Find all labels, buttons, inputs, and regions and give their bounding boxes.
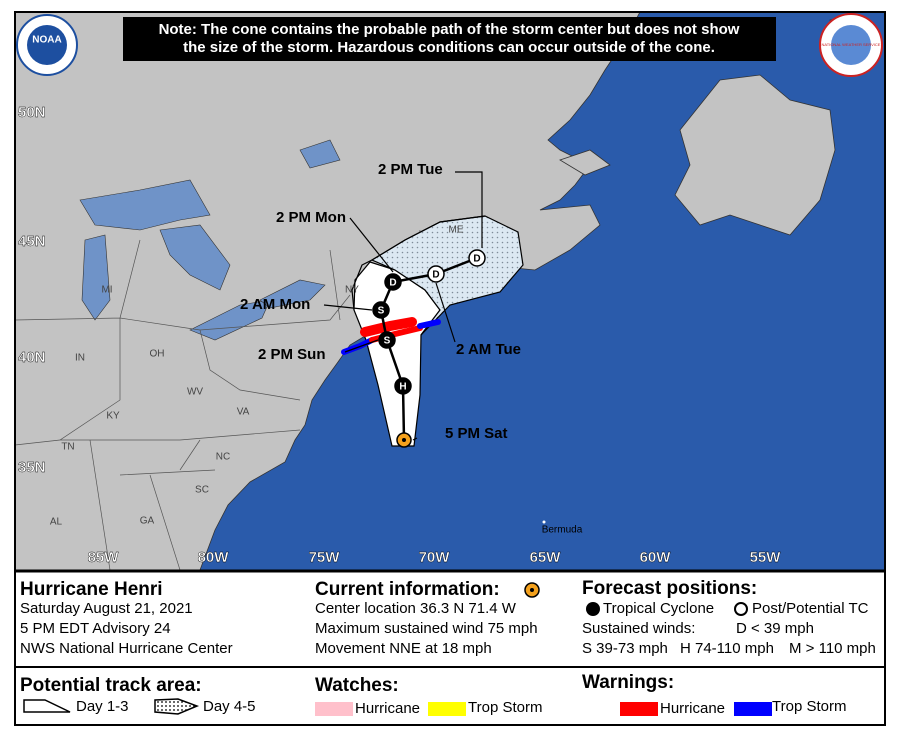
note-box [123,17,776,61]
label-leader [435,282,456,343]
longitude-label: 65W [530,549,562,566]
current-wind: Maximum sustained wind 75 mph [315,620,538,637]
legend: Hurricane Henri Saturday August 21, 2021… [20,578,876,717]
frame [14,11,886,726]
region-label: NY [345,285,359,296]
track-label: 2 PM Sun [258,346,326,363]
region-label: KY [106,411,120,422]
region-label: ME [449,225,464,236]
current-movement: Movement NNE at 18 mph [315,640,492,657]
track-point [378,331,396,349]
current-icon-dot [530,588,534,592]
track-point-letter: D [432,270,439,281]
track-point-letter: S [378,306,385,317]
longitude-label: 80W [198,549,230,566]
storm-source: NWS National Hurricane Center [20,640,233,657]
region-label: OH [150,349,165,360]
nws-logo: NATIONAL WEATHER SERVICE [819,13,883,77]
track-day45: Day 4-5 [203,698,256,715]
logo-text: NOAA [32,35,61,46]
day13-icon [23,699,71,713]
current-location: Center location 36.3 N 71.4 W [315,600,517,617]
logo-text: NATIONAL WEATHER SERVICE [822,42,881,47]
warn-hurricane: Hurricane [660,700,725,717]
note-line: Note: The cone contains the probable pat… [159,21,740,38]
longitude-label: 70W [419,549,451,566]
track-point [384,273,402,291]
longitude-label: 55W [750,549,782,566]
current-title: Current information: [315,579,500,600]
track-label: 2 PM Mon [276,209,346,226]
region-label: TN [61,442,74,453]
warnings-title: Warnings: [582,672,674,693]
region-label: AL [50,517,63,528]
day45-icon [154,698,200,715]
track-point [394,377,412,395]
track-label: 2 AM Mon [240,296,310,313]
winds-title: Sustained winds: [582,620,695,637]
region-label: SC [195,485,209,496]
latitude-label: 40N [18,349,46,366]
label-leader [344,339,379,353]
track-label: 2 PM Tue [378,161,443,178]
tropical-icon [586,602,600,616]
warn-ts-swatch [734,702,772,716]
track-point [427,265,445,283]
warn-hurricane-swatch [620,702,658,716]
note-line: the size of the storm. Hazardous conditi… [183,39,715,56]
storm-date: Saturday August 21, 2021 [20,600,193,617]
track-label: 2 AM Tue [456,341,521,358]
track-point-letter: S [384,336,391,347]
latitude-label: 45N [18,233,46,250]
winds-d: D < 39 mph [736,620,814,637]
label-leader [323,304,373,311]
winds-m: M > 110 mph [789,640,876,657]
noaa-logo: NOAA [16,14,78,76]
label-leader [412,437,418,441]
label-leader [349,217,394,273]
storm-advisory: 5 PM EDT Advisory 24 [20,620,171,637]
post-icon [734,602,748,616]
region-label: GA [140,516,155,527]
track-point-letter: D [389,278,396,289]
winds-s: S 39-73 mph [582,640,668,657]
longitude-label: 85W [88,549,120,566]
watches-title: Watches: [315,675,399,696]
longitude-label: 60W [640,549,672,566]
forecast-post: Post/Potential TC [752,600,869,617]
latitude-label: 50N [18,104,46,121]
watch-hurricane-swatch [315,702,353,716]
track-point-letter: D [473,254,480,265]
forecast-tropical: Tropical Cyclone [603,600,714,617]
warn-ts: Trop Storm [772,698,846,715]
winds-h: H 74-110 mph [680,640,774,657]
region-label: IN [75,353,85,364]
place-label: Bermuda [542,525,583,536]
track-point [372,301,390,319]
track-area-title: Potential track area: [20,675,202,696]
great-lakes [79,139,341,341]
forecast-title: Forecast positions: [582,578,757,599]
storm-name: Hurricane Henri [20,579,163,600]
place-dot [542,520,546,524]
latitude-label: 35N [18,459,46,476]
region-label: VA [237,407,250,418]
label-leader [455,171,483,248]
region-label: NC [216,452,230,463]
watch-ts: Trop Storm [468,699,542,716]
track-day13: Day 1-3 [76,698,129,715]
region-label: WV [187,387,203,398]
current-position-dot [402,438,406,442]
track-point [468,249,486,267]
track-label: 5 PM Sat [445,425,508,442]
watch-hurricane: Hurricane [355,700,420,717]
track-point-letter: H [399,382,406,393]
watch-ts-swatch [428,702,466,716]
region-label: MI [101,285,112,296]
longitude-label: 75W [309,549,341,566]
